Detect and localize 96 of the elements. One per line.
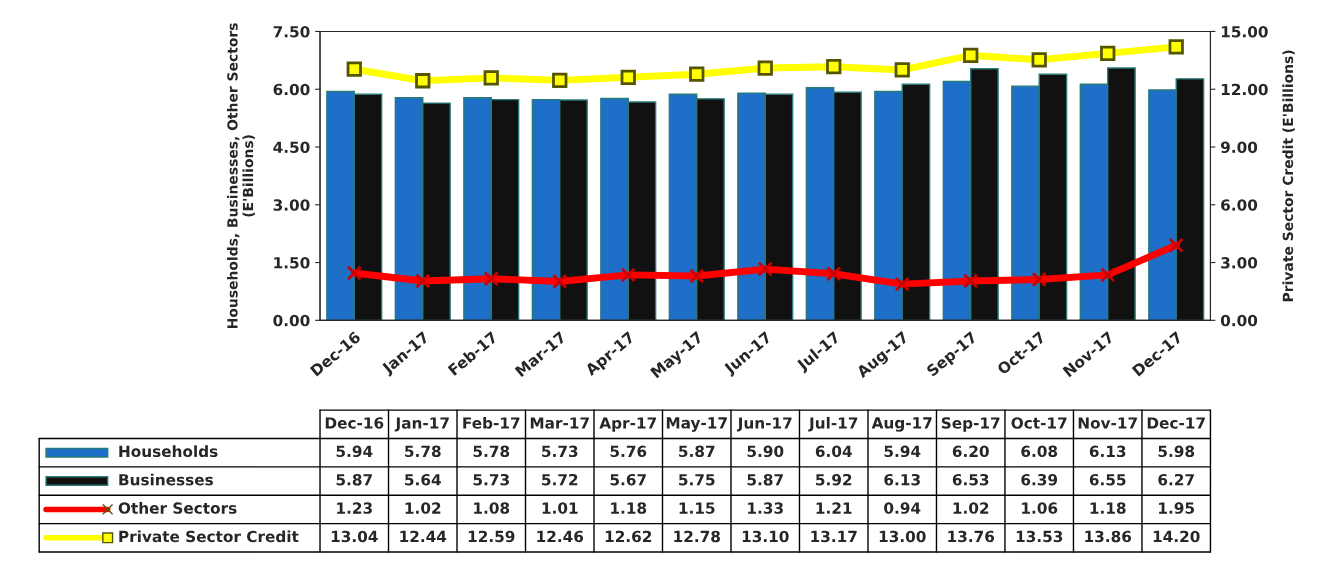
data-label: 5.78 [473,445,510,458]
data-label: 5.67 [610,473,646,486]
category-label: Nov-17 [1078,417,1137,429]
category-label: Mar-17 [530,417,589,429]
y-tick-label: 4.50 [273,141,310,154]
category-label: Jul-17 [808,416,858,432]
y2-tick-label: 12.00 [1221,83,1268,96]
data-label: 5.98 [1158,445,1195,458]
data-label: 6.53 [952,473,989,486]
data-label: 12.46 [537,530,584,543]
data-label: 5.94 [336,445,373,458]
data-label: 1.02 [953,502,989,514]
data-label: 13.00 [879,530,926,543]
data-label: 13.10 [742,530,789,543]
y-tick-label: 0.00 [273,314,310,327]
data-label: 5.76 [610,445,647,458]
data-label: 1.18 [611,502,647,514]
data-label: 1.33 [748,502,783,514]
y-tick-label: 1.50 [274,257,310,269]
category-label: May-17 [666,417,727,432]
y-tick-label: 7.50 [273,25,310,38]
y2-axis-title: Private Sector Credit (E'Billions) [1282,50,1295,302]
data-label: 5.64 [405,473,441,486]
legend-label: Businesses [119,473,213,486]
category-label: Oct-17 [1011,417,1067,429]
y-axis-title: Households, Businesses, Other Sectors (E'Billions) [226,23,255,328]
data-label: 1.23 [337,502,372,514]
data-label: 1.06 [1022,502,1058,514]
data-label: 1.15 [679,502,715,514]
point [415,73,431,89]
data-label: 5.94 [884,445,921,458]
data-label: 6.20 [952,445,989,458]
data-label: 5.78 [405,445,441,458]
category-label: Sep-17 [941,417,1000,432]
data-label: 1.18 [1090,502,1126,514]
data-label: 13.04 [331,530,378,543]
data-label: 6.55 [1089,473,1126,486]
y2-tick-label: 0.00 [1220,314,1258,327]
category-label: Dec-16 [325,417,384,429]
data-label: 13.76 [948,530,995,543]
data-label: 5.73 [473,473,509,486]
point [689,66,705,82]
data-label: 12.44 [400,530,447,543]
point [826,59,842,75]
data-label: 13.86 [1085,530,1132,543]
legend-label: Private Sector Credit [119,530,299,543]
category-label: Apr-17 [599,417,656,432]
data-label: 5.72 [542,473,578,486]
data-label: 6.39 [1021,473,1058,486]
y2-tick-label: 3.00 [1221,257,1258,269]
data-label: 12.62 [605,530,652,543]
y-tick-label: 3.00 [273,199,310,211]
data-label: 5.75 [679,474,715,486]
data-label: 1.01 [542,502,578,514]
data-label: 6.08 [1021,445,1058,458]
y2-tick-label: 15.00 [1221,25,1268,38]
legend-label: Other Sectors [118,502,237,514]
data-label: 6.13 [884,473,920,486]
data-label: 12.59 [468,530,515,543]
data-label: 12.78 [674,530,720,543]
data-label: 0.94 [884,502,921,514]
category-label: Feb-17 [463,416,520,429]
point [1031,52,1047,68]
category-label: Jan-17 [394,417,449,432]
category-label: Aug-17 [871,417,932,432]
data-label: 1.95 [1159,502,1194,514]
point [894,62,910,78]
data-label: 6.27 [1158,473,1194,486]
point [346,61,362,77]
legend-label: Households [119,445,218,458]
data-label: 5.90 [747,445,784,458]
data-label: 5.87 [336,473,372,486]
y-tick-label: 6.00 [273,83,310,96]
y2-tick-label: 9.00 [1220,141,1258,154]
y2-tick-label: 6.00 [1221,199,1258,211]
point [620,69,636,85]
data-label: 5.73 [542,445,578,458]
data-label: 6.13 [1089,445,1126,458]
category-label: Dec-17 [1147,417,1205,429]
category-label: Jun-17 [736,417,792,432]
data-label: 13.17 [811,530,857,543]
point [1168,39,1184,55]
point [1100,45,1116,62]
data-label: 13.53 [1016,530,1063,543]
data-label: 1.21 [816,502,852,514]
point [483,70,499,86]
point [552,72,568,89]
data-label: 1.02 [405,502,441,514]
point [963,47,979,63]
point [757,60,773,76]
data-label: 5.87 [679,445,715,458]
data-label: 5.92 [816,473,852,486]
data-label: 6.04 [815,445,852,458]
data-label: 5.87 [747,473,783,486]
data-label: 14.20 [1153,530,1200,543]
data-label: 1.08 [474,502,510,514]
